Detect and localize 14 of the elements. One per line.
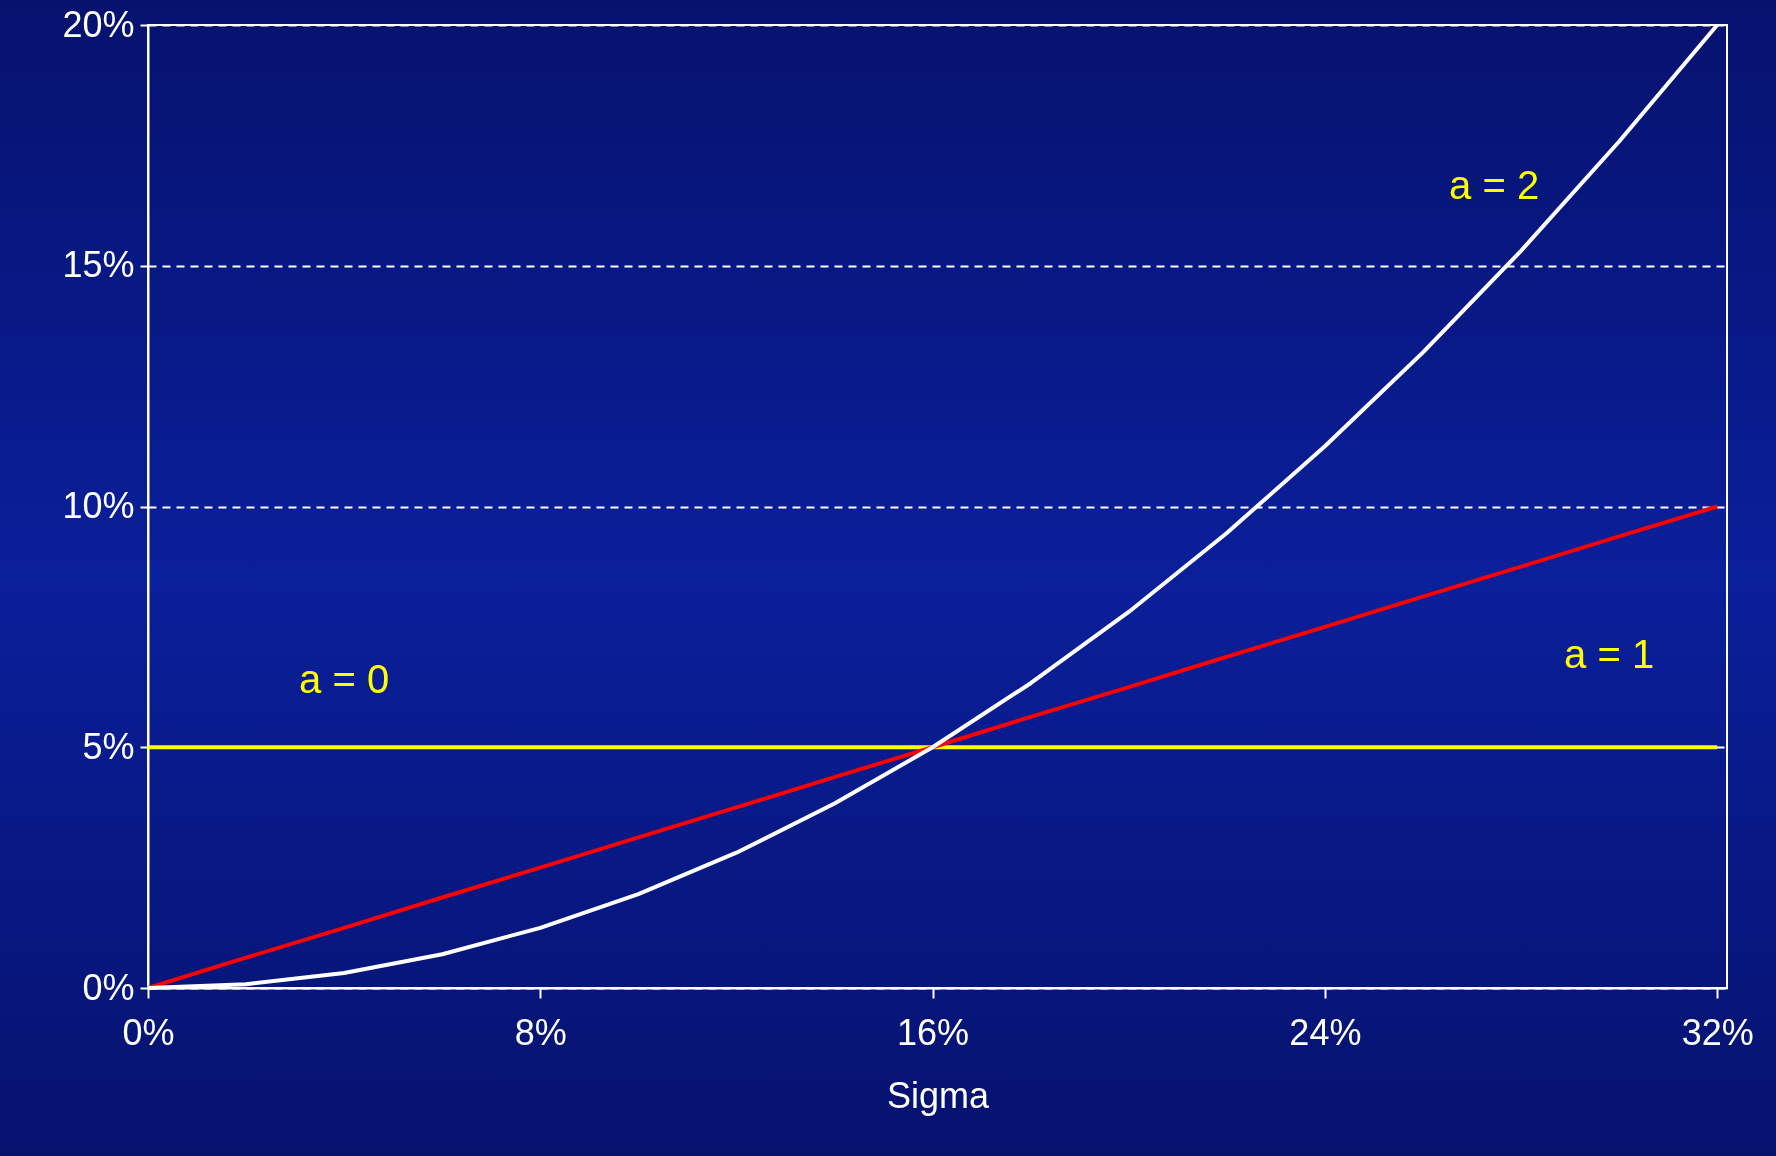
x-tick-label: 0% bbox=[122, 1011, 175, 1053]
series-label: a = 1 bbox=[1564, 632, 1655, 677]
y-tick-label: 15% bbox=[62, 244, 135, 286]
y-tick-label: 20% bbox=[62, 3, 135, 45]
x-tick-label: 8% bbox=[514, 1011, 567, 1053]
x-tick-label: 24% bbox=[1289, 1011, 1362, 1053]
series-label: a = 0 bbox=[299, 657, 390, 702]
x-tick-label: 32% bbox=[1681, 1011, 1754, 1053]
series-label: a = 2 bbox=[1449, 162, 1540, 207]
x-axis-title: Sigma bbox=[886, 1074, 990, 1116]
y-tick-label: 5% bbox=[82, 725, 135, 767]
y-tick-label: 10% bbox=[62, 485, 135, 526]
x-tick-label: 16% bbox=[897, 1011, 970, 1053]
y-tick-label: 0% bbox=[82, 966, 135, 1008]
